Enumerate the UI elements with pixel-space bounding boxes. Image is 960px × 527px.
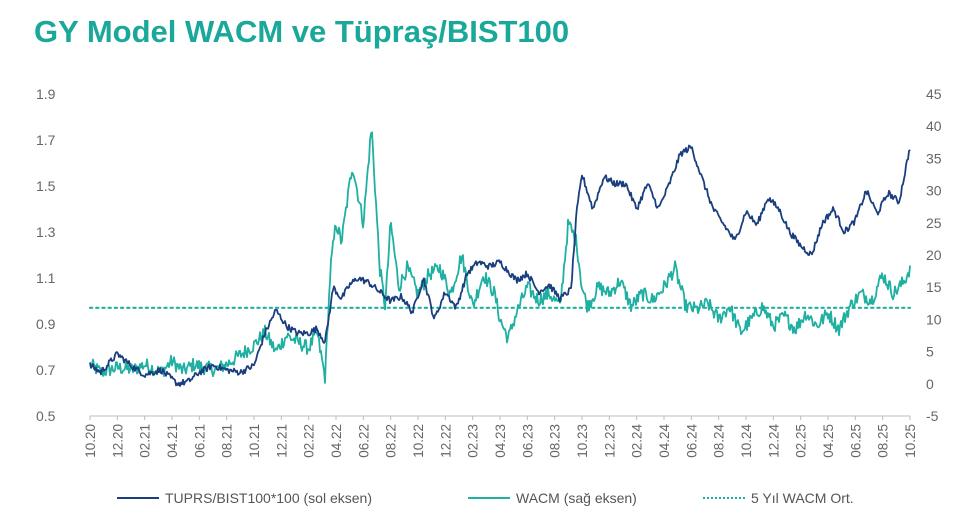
x-tick-label: 06.22 [356,424,371,458]
x-tick-label: 12.21 [274,424,289,458]
x-tick-label: 08.21 [220,424,235,458]
series-tuprs-line [89,144,911,387]
legend-label-wacm: WACM (sağ eksen) [516,490,637,506]
x-tick-label: 02.23 [466,424,481,458]
left-tick-label: 1.9 [36,86,56,102]
x-tick-label: 08.24 [712,424,727,458]
right-tick-label: 20 [926,247,942,263]
right-tick-label: 15 [926,279,942,295]
right-tick-label: 5 [926,344,934,360]
legend-item-avg: 5 Yıl WACM Ort. [703,490,854,506]
right-tick-label: 40 [926,118,942,134]
x-tick-label: 10.24 [739,424,754,458]
legend-label-tuprs: TUPRS/BIST100*100 (sol eksen) [165,490,372,506]
legend-swatch-avg [703,497,745,499]
x-tick-label: 10.22 [411,424,426,458]
right-tick-label: 10 [926,311,942,327]
x-tick-label: 10.25 [903,424,918,458]
right-tick-label: 25 [926,215,942,231]
left-tick-label: 1.7 [36,132,56,148]
x-tick-label: 06.24 [684,424,699,458]
left-tick-label: 0.9 [36,316,56,332]
right-tick-label: 0 [926,376,934,392]
right-tick-label: -5 [926,408,939,424]
left-tick-label: 0.5 [36,408,56,424]
series-layer [88,131,912,387]
legend: TUPRS/BIST100*100 (sol eksen) WACM (sağ … [0,490,960,514]
x-tick-label: 12.20 [110,424,125,458]
x-tick-label: 02.24 [630,424,645,458]
x-tick-label: 06.25 [848,424,863,458]
x-tick-label: 08.25 [876,424,891,458]
x-tick-label: 10.21 [247,424,262,458]
x-tick-label: 04.24 [657,424,672,458]
series-wacm-line [89,131,911,384]
x-axis: 10.20 12.20 02.21 04.21 06.21 08.21 10.21 12.21… [83,416,918,458]
left-tick-label: 1.3 [36,224,56,240]
x-tick-label: 06.21 [192,424,207,458]
x-tick-label: 04.23 [493,424,508,458]
x-tick-label: 02.21 [138,424,153,458]
left-tick-label: 0.7 [36,362,56,378]
page-title: GY Model WACM ve Tüpraş/BIST100 [34,14,570,49]
right-tick-label: 30 [926,183,942,199]
right-tick-label: 35 [926,150,942,166]
right-axis: -5 0 5 10 15 20 25 30 35 40 45 [926,86,942,424]
x-tick-label: 12.22 [438,424,453,458]
x-tick-label: 10.23 [575,424,590,458]
legend-label-avg: 5 Yıl WACM Ort. [751,490,854,506]
x-tick-label: 08.23 [548,424,563,458]
right-tick-label: 45 [926,86,942,102]
x-tick-label: 12.23 [602,424,617,458]
x-tick-label: 06.23 [520,424,535,458]
legend-item-wacm: WACM (sağ eksen) [468,490,637,506]
x-tick-label: 04.21 [165,424,180,458]
x-tick-label: 02.25 [794,424,809,458]
x-tick-label: 04.22 [329,424,344,458]
x-tick-label: 02.22 [302,424,317,458]
x-tick-label: 12.24 [766,424,781,458]
legend-swatch-tuprs [117,497,159,499]
legend-swatch-wacm [468,497,510,499]
left-axis: 0.5 0.7 0.9 1.1 1.3 1.5 1.7 1.9 [36,86,56,424]
legend-item-tuprs: TUPRS/BIST100*100 (sol eksen) [117,490,372,506]
x-tick-label: 04.25 [821,424,836,458]
x-tick-label: 08.22 [384,424,399,458]
x-tick-label: 10.20 [83,424,98,458]
left-tick-label: 1.5 [36,178,56,194]
left-tick-label: 1.1 [36,270,56,286]
